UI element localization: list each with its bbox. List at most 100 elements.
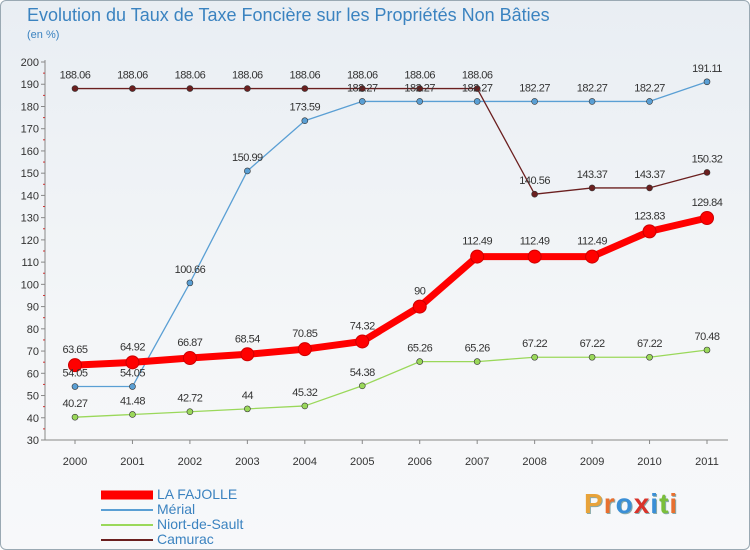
data-label-m-rial: 173.59 [289,102,320,114]
y-tick-label: 110 [21,257,39,269]
data-point-m-rial [71,383,79,390]
data-point-la-fajolle [412,299,427,314]
y-tick-label: 30 [27,435,39,447]
data-label-m-rial: 54.05 [62,368,87,380]
data-point-camurac [358,85,366,92]
data-point-m-rial [186,279,194,287]
data-label-m-rial: 182.27 [404,82,435,94]
legend-label: Niort-de-Sault [157,516,244,532]
data-point-camurac [186,85,194,92]
chart-series-points [68,78,714,421]
data-point-m-rial [358,98,366,105]
data-point-niort-de-sault [301,402,309,410]
data-label-niort-de-sault: 45.32 [292,387,317,399]
data-point-m-rial [703,78,711,86]
data-label-camurac: 150.32 [692,153,723,165]
x-tick-label: 2001 [120,456,144,468]
data-point-camurac [301,85,309,92]
data-label-la-fajolle: 112.49 [520,236,550,248]
data-label-la-fajolle: 74.32 [350,320,375,332]
x-tick-label: 2007 [465,456,489,468]
y-tick-label: 60 [27,368,39,380]
data-label-camurac: 188.06 [175,70,206,82]
x-tick-label: 2011 [695,456,719,468]
y-tick-label: 180 [21,101,39,113]
data-label-m-rial: 182.27 [462,82,493,94]
data-point-la-fajolle [700,211,714,226]
data-point-la-fajolle [125,355,140,370]
data-point-m-rial [531,98,538,105]
series-line-niort-de-sault [74,349,708,418]
data-label-niort-de-sault: 42.72 [177,393,202,405]
data-label-la-fajolle: 123.83 [634,210,665,222]
data-label-m-rial: 182.27 [634,82,665,94]
x-tick-label: 2000 [63,456,87,468]
data-label-la-fajolle: 66.87 [177,337,202,349]
logo-letter: o [615,488,634,519]
legend-swatch [101,508,153,511]
data-point-la-fajolle [355,334,370,349]
data-point-la-fajolle [585,249,600,264]
data-label-camurac: 143.37 [577,169,608,181]
y-tick-label: 140 [21,190,39,202]
data-label-niort-de-sault: 65.26 [407,343,432,355]
x-tick-label: 2008 [522,456,546,468]
y-tick-label: 100 [21,279,39,291]
data-point-m-rial [301,117,309,125]
y-tick-label: 40 [27,413,39,425]
y-tick-label: 70 [27,346,39,358]
y-tick-label: 120 [21,235,39,247]
chart-data-labels: 63.65 64.92 66.87 68.54 70.85 74.32 90 112.49 11… [60,63,724,410]
data-label-camurac: 188.06 [60,70,91,82]
data-point-niort-de-sault [588,353,596,361]
legend-swatch [101,523,153,526]
data-label-niort-de-sault: 67.22 [580,338,605,350]
y-tick-label: 170 [21,124,39,136]
y-tick-label: 50 [27,391,39,403]
data-point-niort-de-sault [646,353,653,361]
data-point-la-fajolle [527,249,542,264]
data-point-m-rial [473,98,481,105]
data-label-camurac: 188.06 [289,70,320,82]
data-point-niort-de-sault [71,413,79,421]
data-label-la-fajolle: 63.65 [62,344,87,356]
data-point-la-fajolle [182,351,197,366]
data-point-niort-de-sault [531,353,538,361]
data-label-la-fajolle: 112.49 [577,236,607,248]
legend-label: Mérial [157,501,196,517]
data-point-camurac [646,184,653,192]
data-label-niort-de-sault: 40.27 [62,398,87,410]
data-point-niort-de-sault [703,346,711,354]
legend-label: Camurac [157,531,214,547]
data-label-m-rial: 182.27 [519,82,550,94]
x-tick-label: 2005 [350,456,374,468]
logo-letter: x [633,488,651,519]
logo-letter: i [650,488,660,519]
data-label-camurac: 188.06 [404,70,435,82]
data-label-camurac: 188.06 [117,70,148,82]
data-label-camurac: 188.06 [462,70,493,82]
data-point-m-rial [646,98,653,105]
logo-letter: r [603,488,616,519]
data-point-niort-de-sault [416,358,424,365]
chart-series-lines [74,81,708,418]
data-label-niort-de-sault: 44 [242,390,254,402]
series-line-m-rial [75,81,708,388]
x-tick-label: 2004 [293,456,317,468]
data-point-niort-de-sault [358,382,366,390]
data-point-la-fajolle [240,347,255,362]
y-tick-label: 130 [21,213,39,225]
series-line-camurac [75,87,708,195]
legend-label: LA FAJOLLE [157,486,238,502]
y-tick-label: 80 [27,324,39,336]
data-label-la-fajolle: 64.92 [120,341,145,353]
data-point-m-rial [244,167,251,175]
proxiti-logo: Proxiti [584,488,678,520]
logo-letter: i [669,488,679,519]
data-label-niort-de-sault: 54.38 [350,367,375,379]
chart-subtitle: (en %) [27,29,60,41]
data-label-niort-de-sault: 41.48 [120,395,145,407]
y-tick-label: 90 [27,302,39,314]
